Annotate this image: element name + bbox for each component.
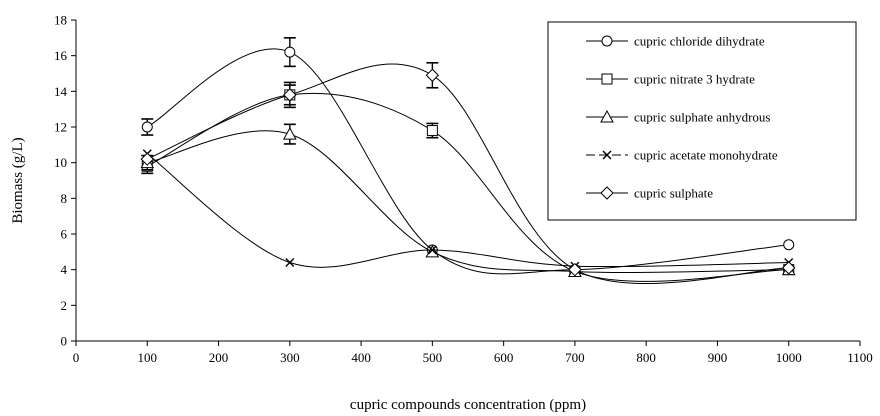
series-line [147,92,789,282]
y-tick-label: 14 [54,84,68,99]
legend-label: cupric sulphate anhydrous [634,110,770,125]
legend-label: cupric nitrate 3 hydrate [634,72,755,87]
data-point [141,121,153,133]
legend-entry: cupric sulphate anhydrous [586,110,770,125]
legend-entry: cupric nitrate 3 hydrate [586,72,755,87]
plot-area [140,37,796,285]
x-tick-label: 500 [423,350,443,365]
x-tick-label: 300 [280,350,300,365]
x-tick-label: 1100 [847,350,873,365]
series-line [147,48,789,275]
legend-entry: cupric sulphate [586,186,713,201]
data-point [283,88,297,102]
legend-entry: cupric chloride dihydrate [586,34,765,49]
legend-label: cupric acetate monohydrate [634,148,778,163]
data-point [782,261,796,275]
data-point [568,262,582,277]
y-tick-label: 12 [54,120,67,135]
x-tick-label: 400 [351,350,371,365]
legend-marker [601,35,613,47]
legend-entry: cupric acetate monohydrate [586,148,778,163]
series-5 [140,61,796,285]
legend-marker [602,150,612,160]
y-tick-label: 4 [61,262,68,277]
series-line [147,63,789,285]
legend: cupric chloride dihydrate cupric nitrate … [547,21,857,221]
data-point [425,68,440,82]
x-axis-title: cupric compounds concentration (ppm) [350,397,586,413]
legend-marker [601,73,613,85]
data-point [426,125,438,137]
legend-marker [600,109,614,123]
x-tick-label: 700 [565,350,585,365]
legend-marker [600,186,614,200]
data-point [140,152,154,166]
x-tick-label: 200 [209,350,229,365]
data-point [427,245,437,255]
x-tick-label: 900 [708,350,728,365]
x-tick-label: 800 [636,350,656,365]
y-tick-label: 10 [54,155,67,170]
axes: 0 2 4 6 8 10 12 14 16 18 0 100 200 300 400 500 600 700 800… [54,13,873,366]
x-tick-label: 100 [138,350,158,365]
data-point [285,258,295,268]
y-tick-label: 8 [61,191,68,206]
data-point [783,239,795,251]
legend-label: cupric sulphate [634,186,713,201]
data-point [284,46,296,58]
legend-label: cupric chloride dihydrate [634,34,765,49]
x-tick-label: 1000 [776,350,802,365]
data-point [425,244,440,258]
legend-box [547,21,857,221]
y-tick-label: 0 [61,334,68,349]
y-tick-label: 16 [54,48,68,63]
x-tick-label: 600 [494,350,514,365]
data-point [282,127,297,140]
y-tick-label: 6 [61,227,68,242]
y-tick-label: 18 [54,13,67,28]
y-tick-label: 2 [61,298,68,313]
y-axis-title: Biomass (g/L) [10,137,26,223]
x-tick-label: 0 [73,350,80,365]
